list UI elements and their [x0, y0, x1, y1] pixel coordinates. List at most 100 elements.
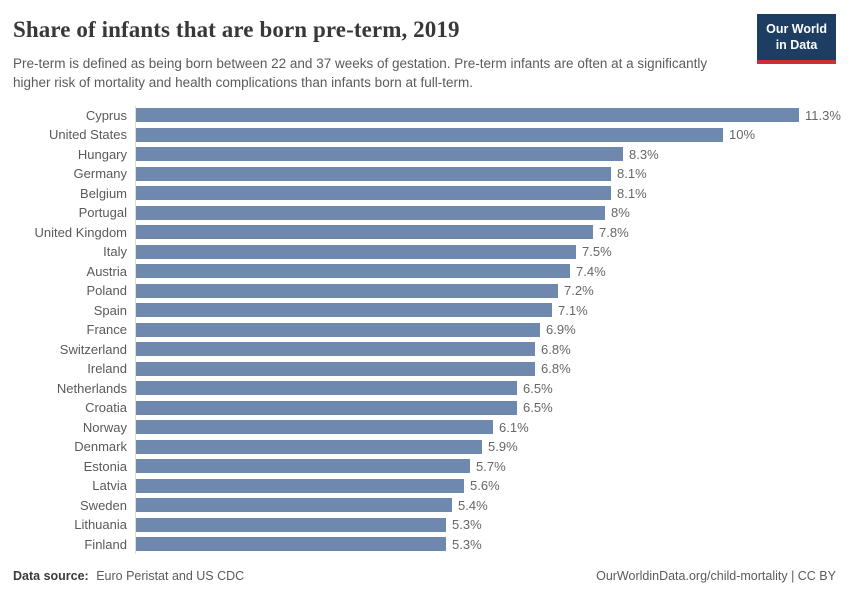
chart-subtitle: Pre-term is defined as being born betwee…	[13, 55, 708, 91]
chart-row: Portugal 8%	[13, 203, 836, 223]
country-label: Poland	[86, 283, 127, 299]
country-label: Denmark	[74, 439, 127, 455]
country-label: United States	[48, 127, 127, 143]
value-label: 7.8%	[599, 224, 629, 240]
chart-footer: Data source: Euro Peristat and US CDC Ou…	[13, 569, 836, 583]
value-label: 10%	[729, 127, 756, 143]
bar-cell: 6.5%	[135, 398, 836, 418]
country-label: Croatia	[85, 400, 127, 416]
bar	[135, 147, 623, 162]
bar-cell: 7.4%	[135, 262, 836, 282]
chart-row: United Kingdom 7.8%	[13, 223, 836, 243]
country-label: Estonia	[83, 458, 127, 474]
chart-row: Belgium 8.1%	[13, 184, 836, 204]
chart-row: Switzerland 6.8%	[13, 340, 836, 360]
bar-cell: 5.3%	[135, 535, 836, 555]
bar	[135, 205, 605, 220]
bar	[135, 361, 535, 376]
value-label: 8.3%	[629, 146, 659, 162]
owid-logo-line1: Our World	[766, 22, 827, 36]
owid-logo: Our World in Data	[757, 14, 836, 64]
country-label: Lithuania	[74, 517, 127, 533]
value-label: 8.1%	[617, 166, 647, 182]
bar	[135, 537, 446, 552]
country-label: Cyprus	[85, 107, 127, 123]
bar-cell: 6.9%	[135, 320, 836, 340]
value-label: 6.9%	[546, 322, 576, 338]
chart-row: Austria 7.4%	[13, 262, 836, 282]
country-label: United Kingdom	[34, 224, 128, 240]
chart-row: France 6.9%	[13, 320, 836, 340]
chart-row: Spain 7.1%	[13, 301, 836, 321]
chart-row: Italy 7.5%	[13, 242, 836, 262]
country-label: Hungary	[77, 146, 127, 162]
bar-cell: 7.8%	[135, 223, 836, 243]
chart-row: Norway 6.1%	[13, 418, 836, 438]
chart-row: Latvia 5.6%	[13, 476, 836, 496]
data-source: Data source: Euro Peristat and US CDC	[13, 569, 244, 583]
chart-row: Finland 5.3%	[13, 535, 836, 555]
bar-cell: 8.1%	[135, 184, 836, 204]
bar	[135, 498, 452, 513]
bar	[135, 186, 611, 201]
value-label: 5.3%	[452, 517, 482, 533]
bar	[135, 303, 552, 318]
chart-row: Ireland 6.8%	[13, 359, 836, 379]
bar-cell: 5.4%	[135, 496, 836, 516]
bar-chart: Cyprus 11.3% United States 10% Hungary 8…	[13, 105, 841, 555]
value-label: 6.5%	[523, 400, 553, 416]
bar	[135, 264, 570, 279]
country-label: Norway	[82, 419, 127, 435]
bar	[135, 342, 535, 357]
bar	[135, 283, 558, 298]
country-label: Sweden	[80, 497, 127, 513]
value-label: 5.7%	[476, 458, 506, 474]
chart-row: Croatia 6.5%	[13, 398, 836, 418]
bar	[135, 400, 517, 415]
bar	[135, 381, 517, 396]
bar	[135, 166, 611, 181]
bar	[135, 225, 593, 240]
bar-cell: 8.1%	[135, 164, 836, 184]
bar-cell: 5.6%	[135, 476, 836, 496]
bar	[135, 459, 470, 474]
bar-cell: 7.5%	[135, 242, 836, 262]
country-label: Finland	[84, 536, 127, 552]
country-label: Germany	[73, 166, 127, 182]
bar-cell: 5.3%	[135, 515, 836, 535]
value-label: 5.6%	[470, 478, 500, 494]
country-label: Latvia	[92, 478, 127, 494]
value-label: 6.8%	[541, 341, 571, 357]
chart-row: Cyprus 11.3%	[13, 106, 841, 126]
value-label: 8.1%	[617, 185, 647, 201]
value-label: 6.1%	[499, 419, 529, 435]
chart-title: Share of infants that are born pre-term,…	[13, 17, 460, 42]
value-label: 5.9%	[488, 439, 518, 455]
bar	[135, 322, 540, 337]
bar-cell: 7.2%	[135, 281, 836, 301]
country-label: Portugal	[78, 205, 127, 221]
value-label: 6.8%	[541, 361, 571, 377]
value-label: 8%	[611, 205, 630, 221]
data-source-value: Euro Peristat and US CDC	[96, 569, 245, 584]
value-label: 7.2%	[564, 283, 594, 299]
country-label: France	[86, 322, 127, 338]
bar-cell: 10%	[135, 125, 836, 145]
bar-cell: 6.8%	[135, 340, 836, 360]
chart-row: Netherlands 6.5%	[13, 379, 836, 399]
chart-row: Germany 8.1%	[13, 164, 836, 184]
value-label: 5.3%	[452, 536, 482, 552]
value-label: 5.4%	[458, 497, 488, 513]
bar	[135, 244, 576, 259]
value-label: 11.3%	[805, 107, 841, 123]
bar-cell: 8.3%	[135, 145, 836, 165]
bar	[135, 478, 464, 493]
value-label: 6.5%	[523, 380, 553, 396]
country-label: Austria	[86, 263, 127, 279]
bar-cell: 11.3%	[135, 106, 841, 126]
country-label: Netherlands	[56, 380, 127, 396]
country-label: Switzerland	[59, 341, 127, 357]
chart-row: Lithuania 5.3%	[13, 515, 836, 535]
bar	[135, 127, 723, 142]
bar-cell: 7.1%	[135, 301, 836, 321]
